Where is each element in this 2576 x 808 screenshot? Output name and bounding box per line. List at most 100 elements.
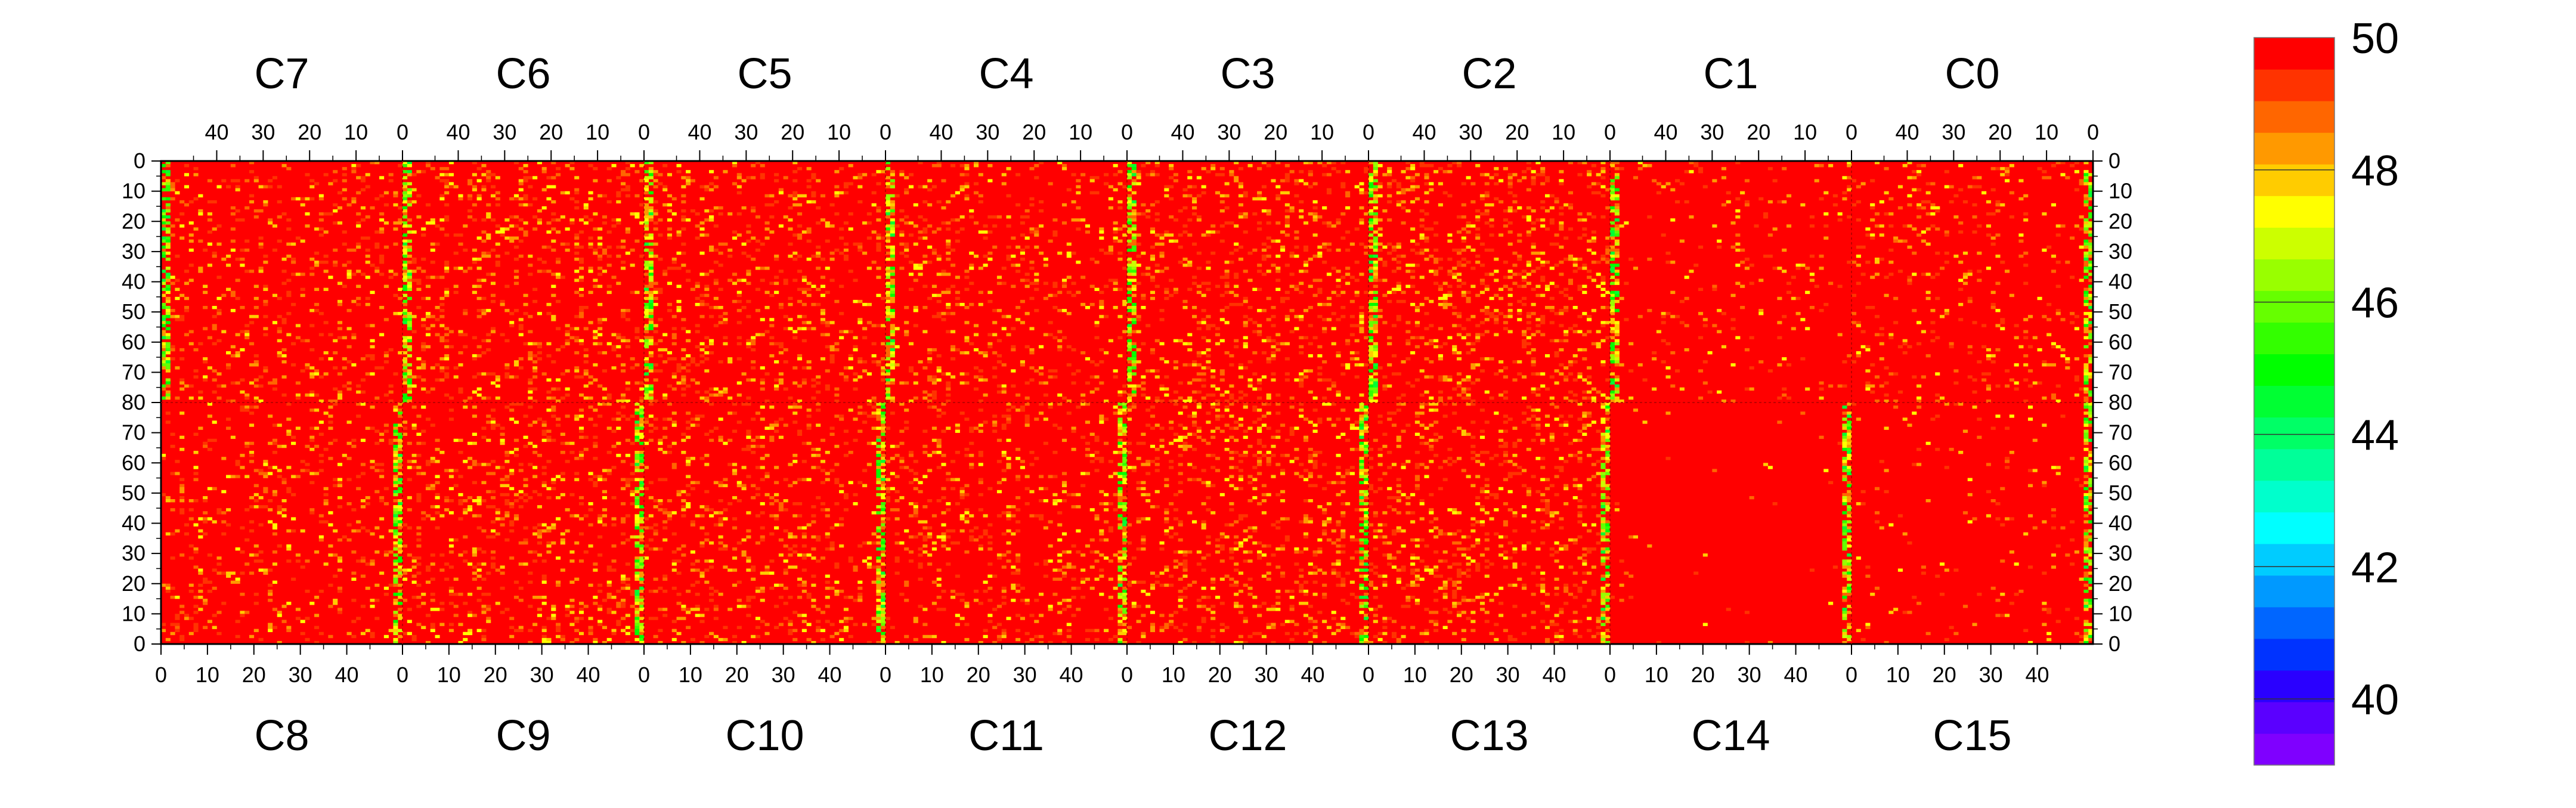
heatmap-cell — [1048, 369, 1053, 373]
heatmap-cell — [1424, 200, 1429, 204]
heatmap-cell — [1043, 296, 1048, 301]
heatmap-cell — [1916, 164, 1922, 168]
heatmap-cell — [1870, 203, 1875, 207]
heatmap-cell — [718, 390, 723, 394]
heatmap-cell — [931, 348, 937, 352]
heatmap-cell — [1600, 254, 1606, 258]
heatmap-cell — [1424, 212, 1429, 216]
heatmap-cell — [1178, 233, 1183, 237]
heatmap-cell — [1730, 363, 1736, 367]
heatmap-cell — [444, 179, 450, 182]
heatmap-cell — [1856, 245, 1861, 249]
heatmap-cell — [1238, 182, 1244, 185]
heatmap-cell — [1224, 351, 1230, 355]
heatmap-cell — [699, 342, 705, 346]
heatmap-cell — [820, 218, 826, 222]
heatmap-cell — [170, 275, 175, 279]
heatmap-cell — [486, 179, 491, 182]
heatmap-cell — [973, 254, 979, 258]
heatmap-cell — [593, 330, 598, 333]
heatmap-cell — [1907, 275, 1912, 279]
heatmap-cell — [407, 375, 412, 379]
heatmap-cell — [216, 185, 222, 188]
heatmap-cell — [244, 333, 250, 336]
heatmap-cell — [983, 254, 988, 258]
heatmap-cell — [309, 185, 315, 188]
heatmap-cell — [625, 194, 630, 198]
heatmap-cell — [1336, 351, 1341, 355]
heatmap-cell — [1461, 236, 1466, 240]
heatmap-cell — [425, 333, 431, 336]
heatmap-cell — [1368, 209, 1374, 213]
heatmap-cell — [1749, 281, 1754, 285]
heatmap-cell — [611, 164, 617, 168]
heatmap-cell — [1470, 348, 1476, 352]
heatmap-cell — [1076, 369, 1081, 373]
heatmap-cell — [1419, 233, 1425, 237]
heatmap-cell — [1610, 275, 1615, 279]
heatmap-cell — [583, 215, 589, 219]
heatmap-cell — [913, 203, 918, 207]
heatmap-cell — [788, 302, 793, 307]
heatmap-cell — [886, 381, 891, 385]
heatmap-cell — [1614, 333, 1620, 336]
heatmap-cell — [1345, 339, 1351, 343]
heatmap-cell — [890, 173, 895, 177]
heatmap-cell — [853, 278, 858, 282]
heatmap-cell — [866, 399, 872, 403]
heatmap-cell — [1605, 261, 1611, 264]
heatmap-cell — [1503, 366, 1508, 370]
heatmap-cell — [291, 197, 296, 201]
heatmap-cell — [1303, 270, 1309, 273]
heatmap-cell — [1136, 173, 1141, 177]
heatmap-cell — [1127, 372, 1132, 376]
heatmap-cell — [2005, 170, 2010, 174]
heatmap-cell — [811, 396, 816, 400]
heatmap-cell — [1364, 212, 1369, 216]
heatmap-cell — [318, 312, 324, 315]
heatmap-cell — [1354, 339, 1360, 343]
heatmap-cell — [416, 278, 422, 282]
heatmap-cell — [1368, 194, 1374, 198]
heatmap-cell — [342, 188, 347, 191]
heatmap-cell — [630, 366, 635, 370]
heatmap-cell — [402, 399, 408, 403]
heatmap-cell — [1154, 200, 1160, 204]
heatmap-cell — [751, 209, 756, 213]
heatmap-cell — [1535, 251, 1541, 255]
heatmap-cell — [532, 176, 538, 179]
heatmap-cell — [1512, 273, 1518, 276]
heatmap-cell — [481, 372, 487, 376]
heatmap-cell — [486, 215, 491, 219]
heatmap-cell — [1684, 200, 1689, 204]
heatmap-cell — [611, 345, 617, 349]
heatmap-cell — [1387, 218, 1392, 222]
heatmap-cell — [1099, 315, 1104, 318]
heatmap-cell — [1154, 161, 1160, 165]
heatmap-cell — [333, 203, 338, 207]
heatmap-cell — [1127, 296, 1132, 301]
heatmap-cell — [709, 270, 714, 273]
heatmap-cell — [662, 396, 668, 400]
heatmap-cell — [402, 245, 408, 249]
heatmap-cell — [616, 200, 621, 204]
heatmap-cell — [1549, 321, 1555, 324]
heatmap-cell — [788, 327, 793, 330]
heatmap-cell — [523, 170, 528, 174]
heatmap-cell — [490, 281, 496, 285]
heatmap-cell — [1368, 161, 1374, 165]
heatmap-cell — [1312, 200, 1318, 204]
heatmap-cell — [1689, 215, 1694, 219]
heatmap-cell — [1131, 264, 1137, 267]
heatmap-cell — [263, 287, 268, 291]
heatmap-cell — [1364, 363, 1369, 367]
heatmap-cell — [1610, 327, 1615, 330]
heatmap-cell — [1011, 254, 1016, 258]
heatmap-cell — [1972, 185, 1977, 188]
heatmap-cell — [853, 299, 858, 304]
heatmap-cell — [1373, 321, 1378, 324]
heatmap-cell — [616, 281, 621, 285]
heatmap-cell — [161, 221, 166, 225]
heatmap-cell — [268, 179, 273, 182]
heatmap-cell — [402, 176, 408, 179]
